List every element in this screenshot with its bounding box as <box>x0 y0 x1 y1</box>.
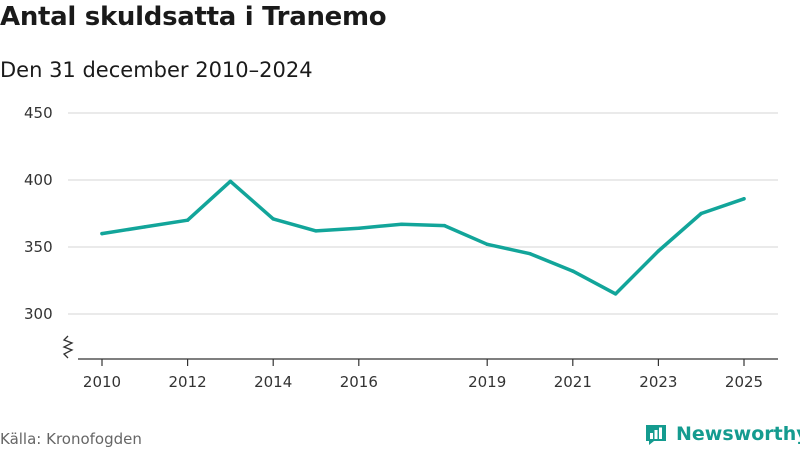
data-point <box>271 217 275 221</box>
y-tick-label: 300 <box>24 305 53 323</box>
data-point <box>143 225 147 229</box>
source-note: Källa: Kronofogden <box>0 430 142 448</box>
data-point <box>571 269 575 273</box>
x-tick-label: 2021 <box>554 373 592 391</box>
brand-name: Newsworthy <box>676 423 800 445</box>
data-point <box>100 231 104 236</box>
x-axis-ticks: 2010 2012 2014 2016 2019 2021 2023 2025 <box>83 359 763 391</box>
x-tick-label: 2014 <box>254 373 292 391</box>
data-point <box>656 249 661 253</box>
x-tick-label: 2012 <box>169 373 207 391</box>
x-tick-label: 2025 <box>725 373 763 391</box>
series-layer <box>100 179 746 296</box>
chart-title: Antal skuldsatta i Tranemo <box>0 2 387 32</box>
data-point <box>399 222 404 226</box>
data-point <box>613 292 618 296</box>
data-point <box>528 252 532 256</box>
y-tick-label: 450 <box>24 104 53 122</box>
series-line-0 <box>100 179 746 296</box>
x-tick-label: 2023 <box>639 373 677 391</box>
data-point <box>442 223 447 228</box>
x-tick-label: 2019 <box>468 373 506 391</box>
line-chart: 300 350 400 450 2010 2012 2014 2016 2019 2021 202… <box>24 104 778 391</box>
y-axis-break-mark <box>62 335 74 359</box>
y-tick-label: 350 <box>24 238 53 256</box>
brand-logo: Newsworthy <box>644 419 800 449</box>
y-tick-label: 400 <box>24 171 53 189</box>
data-point <box>228 179 233 184</box>
data-point <box>485 242 489 247</box>
x-tick-label: 2010 <box>83 373 121 391</box>
chart-subtitle: Den 31 december 2010–2024 <box>0 58 313 82</box>
data-point <box>357 226 361 230</box>
data-point <box>742 197 746 201</box>
gridlines <box>68 112 778 315</box>
data-point <box>314 229 318 233</box>
data-point <box>699 211 703 216</box>
x-tick-label: 2016 <box>340 373 378 391</box>
bar-chart-icon <box>646 425 666 445</box>
y-axis-tick-labels: 300 350 400 450 <box>24 104 53 323</box>
data-point <box>185 218 190 222</box>
